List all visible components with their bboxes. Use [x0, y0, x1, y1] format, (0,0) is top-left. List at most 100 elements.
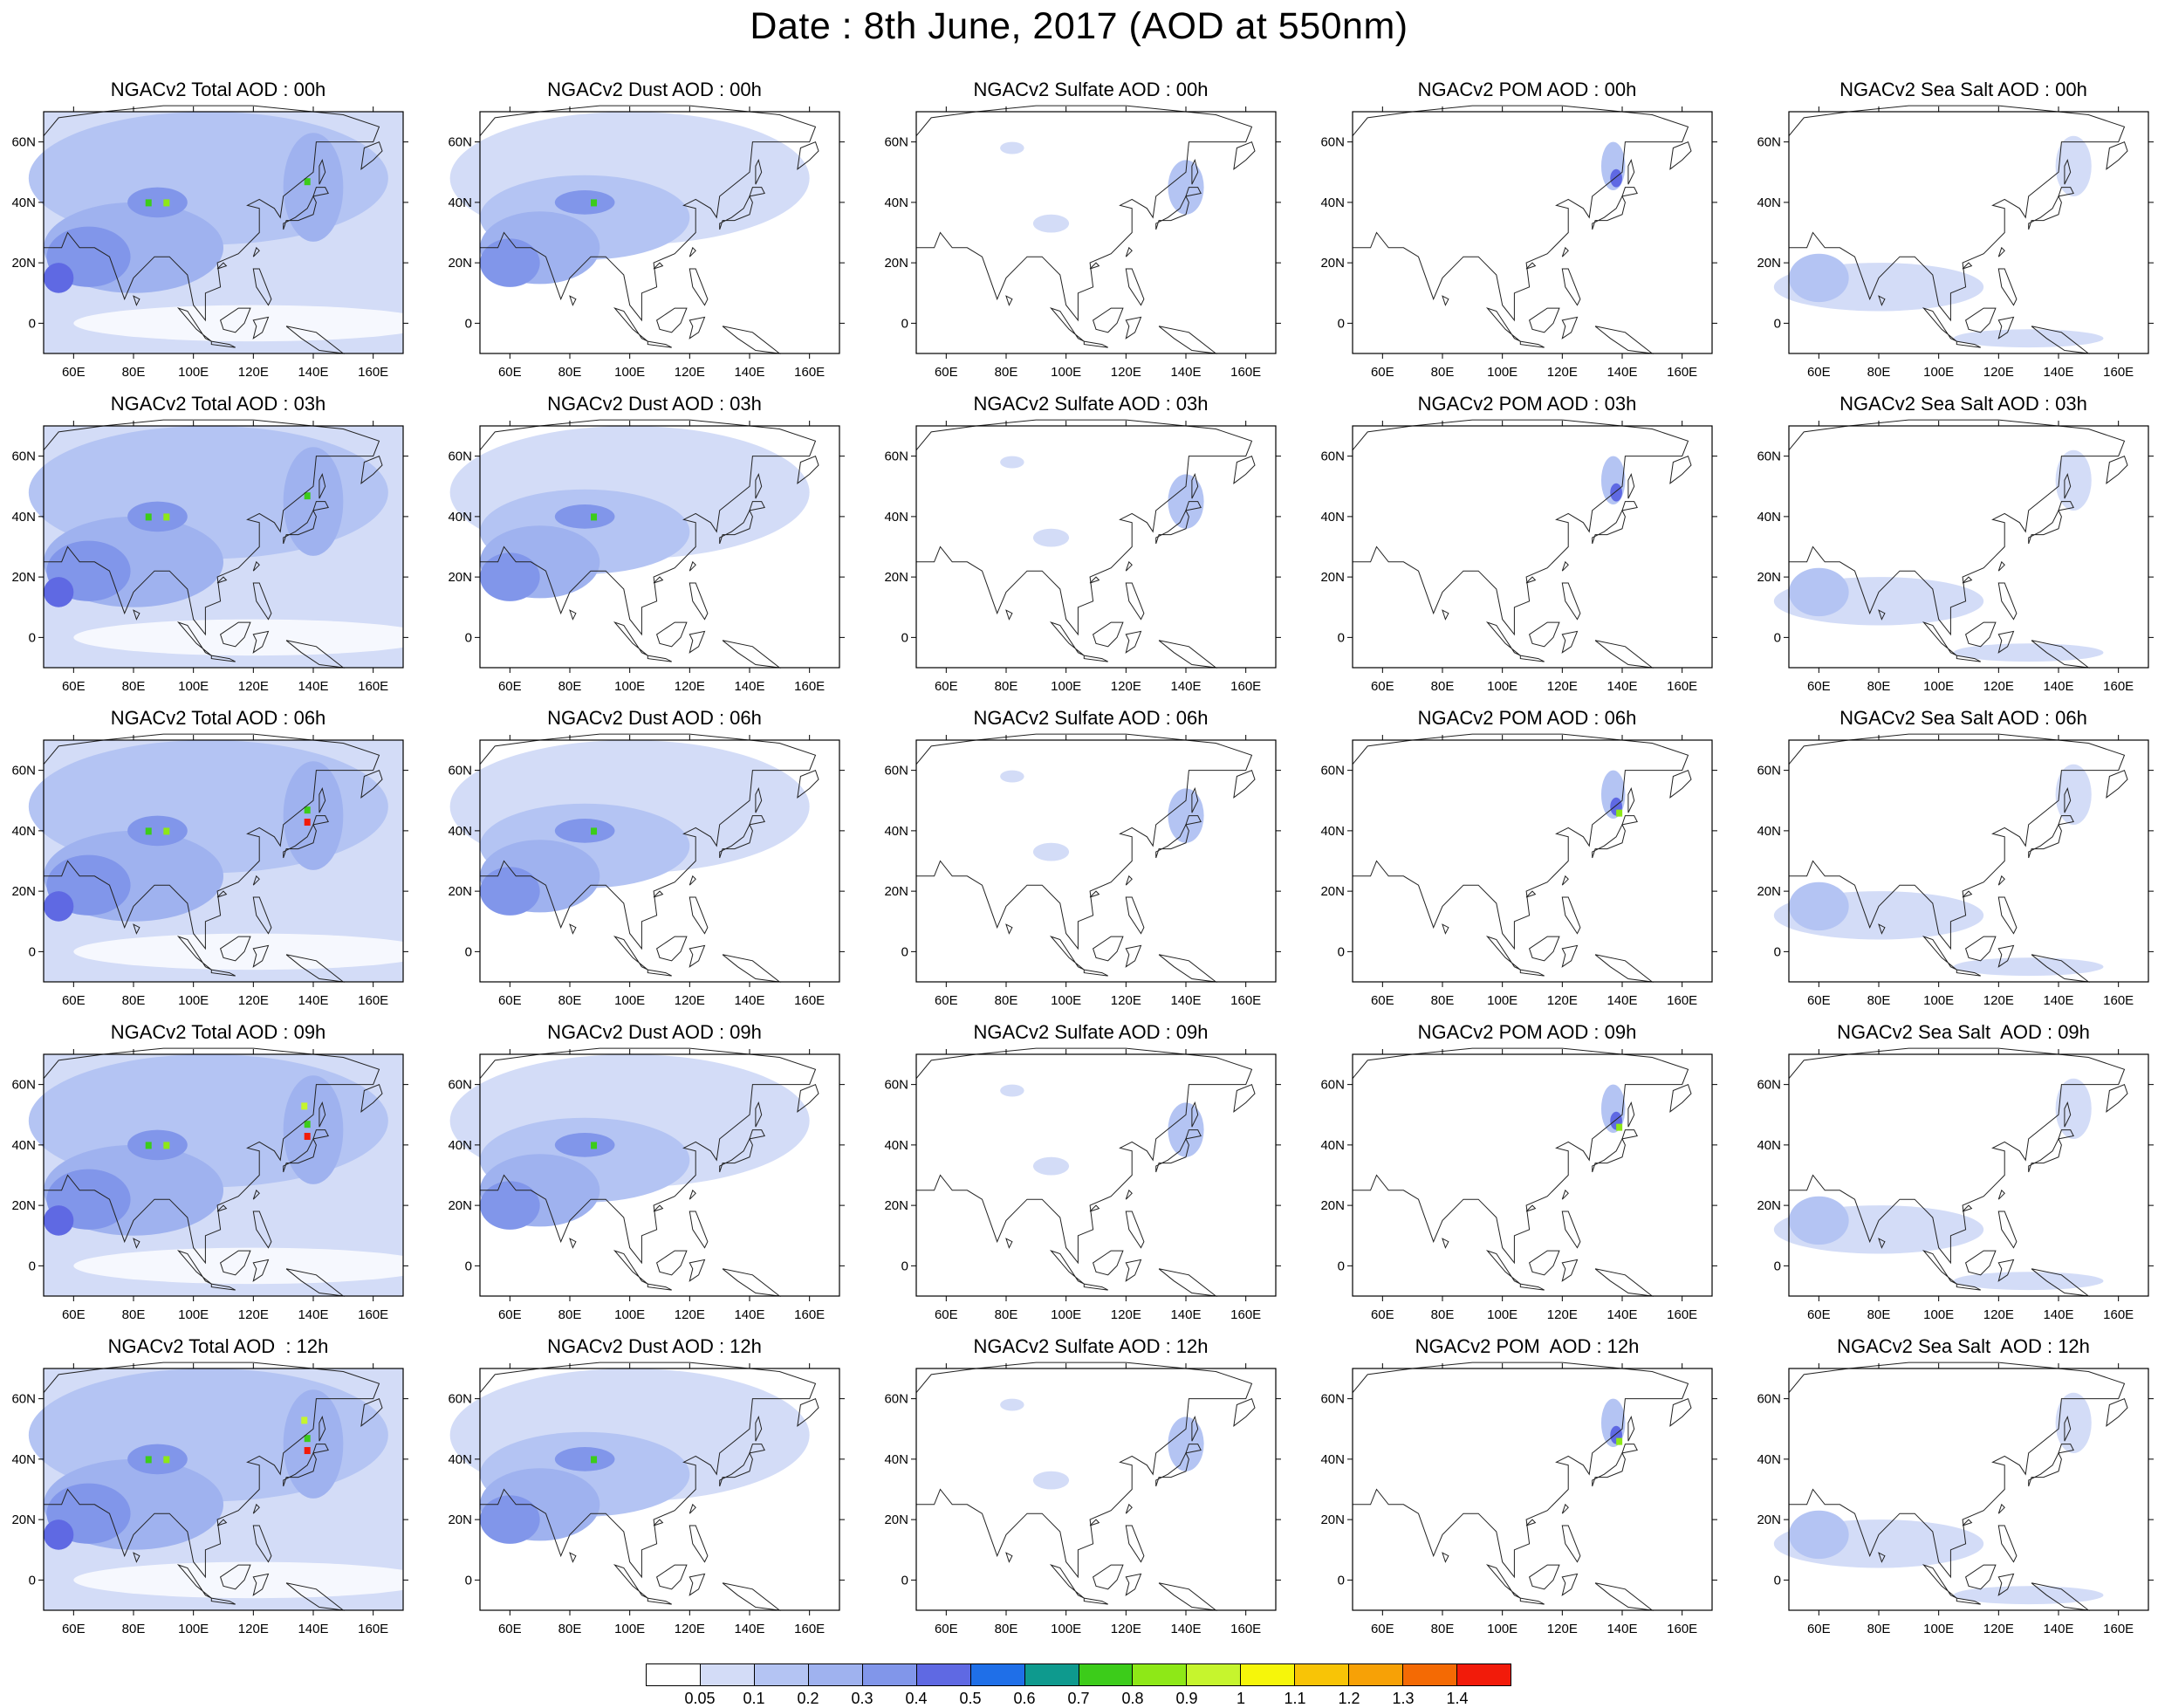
map-frame — [1788, 1053, 2149, 1297]
coastline — [220, 936, 251, 962]
lat-label: 20N — [1320, 570, 1345, 585]
lon-label: 60E — [935, 993, 958, 1008]
coastline — [220, 621, 251, 648]
lat-label: 60N — [1320, 1392, 1345, 1407]
aod-hotspot-cell — [1616, 809, 1623, 817]
panel-title: NGACv2 Dust AOD : 09h — [547, 1021, 762, 1043]
colorbar-tick-label: 0.9 — [1175, 1690, 1198, 1707]
coastline — [1233, 1397, 1256, 1427]
coastline — [1997, 896, 2018, 935]
lon-label: 160E — [794, 993, 825, 1008]
coastline — [312, 187, 329, 197]
coastline-layer — [43, 419, 383, 669]
lon-label: 60E — [62, 679, 86, 694]
lon-label: 100E — [614, 993, 645, 1008]
coastline — [312, 1444, 329, 1454]
panel-title: NGACv2 Sea Salt AOD : 00h — [1839, 79, 2087, 100]
coastline — [1093, 621, 1124, 648]
lat-label: 60N — [884, 764, 908, 779]
lat-label: 60N — [448, 135, 472, 150]
lat-label: 40N — [11, 510, 36, 525]
coastline — [797, 455, 819, 484]
coastline — [1592, 1451, 1626, 1487]
coastline — [1083, 1283, 1108, 1291]
lat-label: 40N — [11, 824, 36, 839]
coastline — [1997, 875, 2005, 886]
coastline — [755, 158, 763, 185]
coastline — [479, 1047, 817, 1265]
coastline-layer — [915, 105, 1256, 354]
coastline — [749, 1444, 765, 1454]
lat-label: 40N — [448, 510, 472, 525]
coastline — [1525, 1519, 1537, 1526]
aod-hotspot-cell — [163, 827, 170, 835]
coastline — [1561, 896, 1581, 935]
lon-label: 60E — [1807, 993, 1831, 1008]
coastline — [479, 1362, 817, 1579]
lat-label: 20N — [1320, 1198, 1345, 1213]
aod-field-patch — [127, 501, 188, 532]
lon-label: 120E — [1983, 993, 2014, 1008]
aod-field-layer — [449, 1054, 810, 1230]
coastline — [210, 655, 236, 662]
coastline — [1997, 1259, 2015, 1282]
panel-title: NGACv2 Dust AOD : 12h — [547, 1335, 762, 1357]
aod-map: 60N 40N 20N 0 60E 80E 100E 120E 140E 160E — [1320, 1047, 1717, 1322]
coastline — [689, 875, 696, 886]
aod-field-layer — [449, 1368, 810, 1544]
lon-label: 160E — [1667, 365, 1697, 380]
lon-label: 60E — [1807, 1622, 1831, 1636]
coastline — [656, 936, 688, 962]
lat-label: 60N — [1320, 135, 1345, 150]
coastline — [1005, 295, 1013, 306]
aod-field-patch — [1000, 770, 1024, 783]
coastline — [2058, 501, 2074, 511]
coastline — [312, 815, 329, 826]
coastline — [1997, 1573, 2015, 1596]
lat-label: 60N — [884, 1078, 908, 1093]
lon-label: 80E — [995, 679, 1018, 694]
coastline-layer — [1352, 105, 1692, 354]
coastline — [252, 1211, 272, 1249]
colorbar-swatch — [700, 1664, 755, 1685]
map-panel: NGACv2 Total AOD : 03h 60N 40N 20N 0 60E 80E 10… — [0, 393, 436, 703]
coastline — [1997, 246, 2005, 257]
coastline — [1005, 923, 1013, 935]
lat-label: 0 — [1774, 1259, 1781, 1273]
coastline — [1125, 1525, 1145, 1563]
coastline — [1049, 621, 1085, 656]
lat-label: 40N — [448, 1452, 472, 1467]
lon-label: 100E — [1923, 993, 1954, 1008]
lon-label: 60E — [498, 1622, 522, 1636]
aod-map: 60N 40N 20N 0 60E 80E 100E 120E 140E 160E — [1320, 419, 1717, 694]
aod-field-patch — [283, 761, 344, 870]
coastline-layer — [1352, 1362, 1692, 1611]
aod-field-layer — [1600, 770, 1626, 820]
coastline — [569, 923, 577, 935]
coastline — [722, 640, 782, 669]
colorbar-swatch — [916, 1664, 971, 1685]
lon-label: 100E — [1923, 365, 1954, 380]
lon-label: 100E — [614, 1307, 645, 1322]
lat-label: 0 — [1338, 1573, 1345, 1588]
aod-field-layer — [1000, 770, 1204, 861]
coastline — [2031, 640, 2091, 669]
aod-hotspot-cell — [163, 513, 170, 521]
coastline-layer — [479, 1047, 819, 1297]
aod-field-patch — [283, 133, 344, 242]
coastline — [1352, 105, 1689, 322]
panel-title: NGACv2 Sea Salt AOD : 06h — [1839, 707, 2087, 729]
coastline — [1158, 640, 1218, 669]
lat-label: 20N — [884, 570, 908, 585]
lon-label: 160E — [2103, 679, 2134, 694]
aod-field-patch — [1789, 1510, 1849, 1560]
coastline — [1519, 1597, 1545, 1605]
map-panel: NGACv2 Total AOD : 00h 60N 40N 20N 0 60E 80E 10… — [0, 79, 436, 388]
map-panel: NGACv2 POM AOD : 09h 60N 40N 20N 0 60E 80E 100E… — [1309, 1021, 1745, 1331]
aod-field-layer — [28, 112, 434, 353]
lon-label: 120E — [1547, 679, 1578, 694]
aod-map: 60N 40N 20N 0 60E 80E 100E 120E 140E 160E — [11, 1047, 434, 1322]
aod-map: 60N 40N 20N 0 60E 80E 100E 120E 140E 160E — [11, 733, 434, 1008]
lon-label: 160E — [358, 365, 388, 380]
aod-field-patch — [127, 815, 188, 847]
